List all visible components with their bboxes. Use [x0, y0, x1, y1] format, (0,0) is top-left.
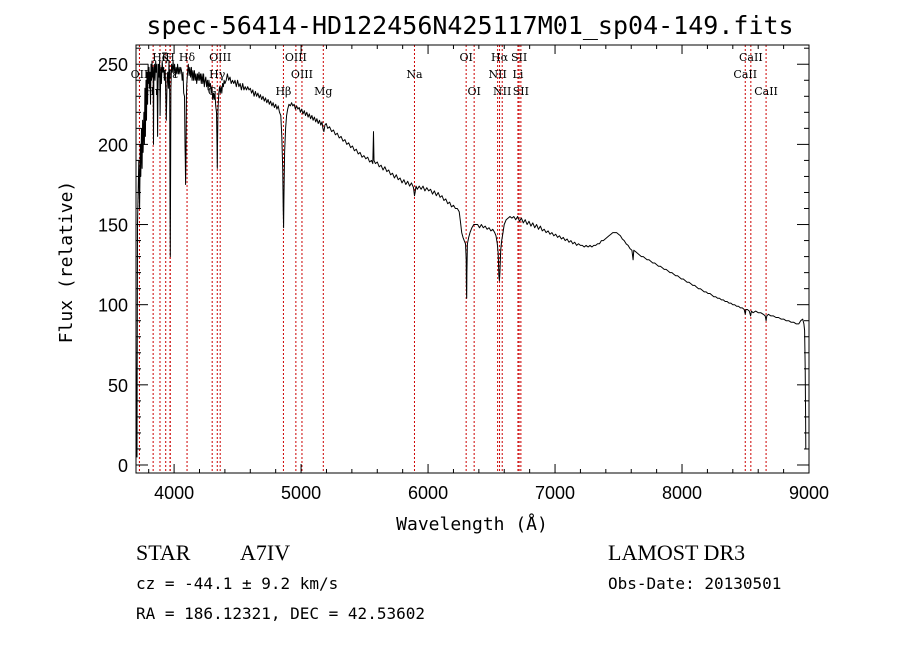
redshift-text: cz = -44.1 ± 9.2 km/s — [136, 574, 338, 593]
y-axis-label: Flux (relative) — [56, 181, 77, 344]
x-tick-label: 6000 — [408, 483, 448, 503]
spectral-line-label: CaII — [754, 85, 778, 98]
spectral-line-label: SII — [511, 51, 527, 64]
obs-date: Obs-Date: 20130501 — [608, 574, 781, 593]
spectral-line-label: NII — [488, 68, 506, 81]
survey-name: LAMOST DR3 — [608, 540, 745, 565]
spectral-line-label: Li — [513, 68, 524, 81]
spectral-line-label: OI — [467, 85, 480, 98]
y-tick-label: 200 — [98, 135, 128, 155]
spectrum-line — [135, 60, 807, 458]
spectral-line-label: Mg — [314, 85, 332, 98]
spectral-line-label: Hα — [491, 51, 509, 64]
spectral-line-label: NII — [493, 85, 511, 98]
spectral-line-label: CaII — [733, 68, 757, 81]
y-tick-label: 150 — [98, 216, 128, 236]
spectral-line-label: K — [162, 51, 171, 64]
x-tick-label: 5000 — [281, 483, 321, 503]
coordinates-text: RA = 186.12321, DEC = 42.53602 — [136, 604, 425, 623]
x-tick-label: 9000 — [789, 483, 829, 503]
y-tick-label: 100 — [98, 296, 128, 316]
y-tick-label: 0 — [118, 456, 128, 476]
spectral-line-label: Hγ — [209, 68, 226, 81]
spectral-line-label: OIII — [291, 68, 313, 81]
spectral-line-label: CaII — [739, 51, 763, 64]
spectral-line-label: OI — [459, 51, 472, 64]
spectral-line-label: OIII — [209, 51, 231, 64]
chart-title: spec-56414-HD122456N425117M01_sp04-149.f… — [146, 11, 793, 40]
x-axis-ticks: 4000 5000 6000 7000 8000 9000 — [148, 45, 829, 503]
spectral-line-label: Hβ — [275, 85, 291, 98]
spectral-line-label: Na — [406, 68, 423, 81]
spectral-line-labels: HζOIIHηKHHεHδGHγOIIIHβOIIIOIIIMgNaOIOINI… — [131, 51, 778, 98]
object-class: STAR — [136, 540, 191, 565]
x-tick-label: 7000 — [535, 483, 575, 503]
plot-frame — [135, 44, 810, 474]
y-tick-label: 50 — [108, 376, 128, 396]
y-axis-ticks: 0 50 100 150 200 250 — [98, 47, 809, 476]
object-subclass: A7IV — [240, 540, 290, 565]
spectral-line-label: OII — [131, 68, 149, 81]
spectral-line-label: H — [165, 51, 175, 64]
spectral-line-markers — [138, 45, 767, 473]
spectral-line-label: Hδ — [179, 51, 196, 64]
x-tick-label: 8000 — [662, 483, 702, 503]
x-axis-label: Wavelength (Å) — [396, 513, 548, 535]
y-tick-label: 250 — [98, 55, 128, 75]
spectral-line-label: SII — [513, 85, 529, 98]
x-tick-label: 4000 — [154, 483, 194, 503]
spectral-line-label: OIII — [285, 51, 307, 64]
